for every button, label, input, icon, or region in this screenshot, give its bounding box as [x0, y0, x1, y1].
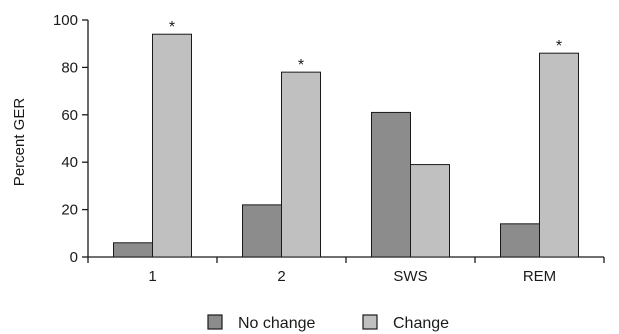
bar-no-change [500, 223, 540, 258]
x-tick-label: SWS [393, 268, 427, 285]
y-tick-label: 80 [61, 59, 78, 76]
significance-marker: * [169, 19, 175, 36]
bar-no-change [242, 204, 282, 258]
significance-marker: * [298, 57, 304, 74]
legend-label: Change [393, 315, 449, 332]
y-tick-label: 20 [61, 202, 78, 219]
bar-no-change [371, 111, 411, 258]
x-tick-label: 2 [277, 268, 285, 285]
y-axis-title: Percent GER [11, 98, 28, 187]
legend-swatch [362, 314, 378, 330]
y-tick-label: 60 [61, 107, 78, 124]
significance-marker: * [556, 38, 562, 55]
bar-no-change [113, 242, 153, 258]
legend: No change Change [207, 314, 449, 332]
x-tick-label: REM [523, 268, 556, 285]
bar-change [539, 52, 579, 258]
bar-change [281, 71, 321, 258]
y-tick-label: 0 [70, 249, 78, 266]
legend-label: No change [238, 315, 315, 332]
bars: * * * [113, 19, 579, 258]
y-tick-label: 100 [53, 12, 78, 29]
legend-swatch [207, 314, 223, 330]
x-tick-label: 1 [148, 268, 156, 285]
bar-change [152, 33, 192, 258]
y-tick-label: 40 [61, 154, 78, 171]
bar-change [410, 164, 450, 258]
